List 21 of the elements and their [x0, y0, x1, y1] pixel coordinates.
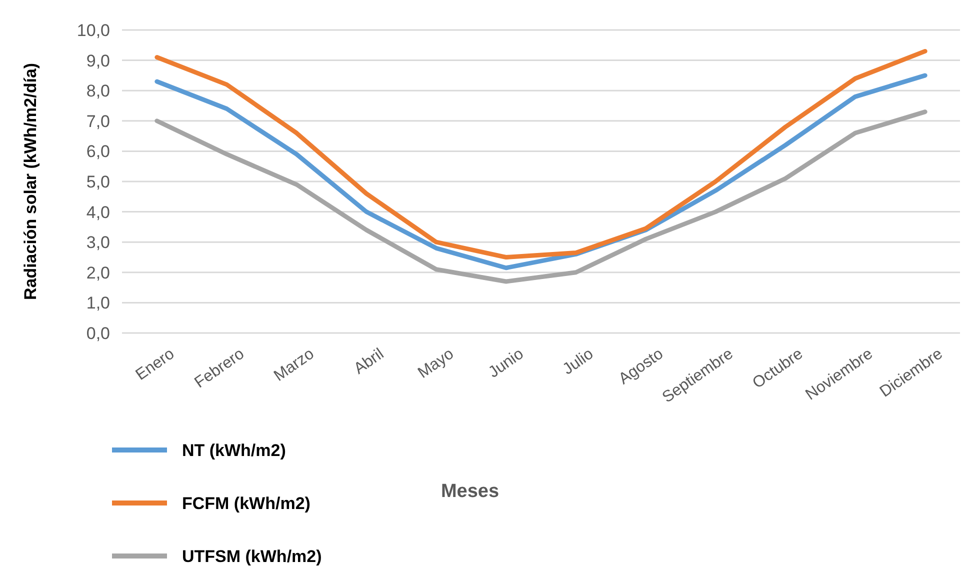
y-axis-title: Radiación solar (kWh/m2/día) [21, 62, 40, 300]
y-tick-label: 7,0 [86, 112, 110, 131]
x-tick-label: Julio [560, 345, 597, 378]
x-tick-label: Abril [351, 346, 388, 378]
y-tick-label: 10,0 [76, 20, 110, 40]
y-tick-label: 9,0 [86, 51, 110, 70]
y-tick-label: 0,0 [86, 324, 110, 343]
y-tick-label: 8,0 [86, 82, 110, 101]
y-tick-label: 4,0 [86, 202, 110, 222]
y-tick-label: 6,0 [86, 142, 110, 162]
y-tick-label: 2,0 [86, 263, 110, 282]
x-axis-title: Meses [440, 481, 500, 502]
legend-label: NT (kWh/m2) [182, 440, 286, 460]
legend-label: UTFSM (kWh/m2) [182, 546, 322, 566]
y-tick-label: 5,0 [86, 172, 110, 192]
y-tick-label: 3,0 [86, 233, 110, 252]
y-tick-label: 1,0 [86, 294, 110, 313]
legend-label: FCFM (kWh/m2) [182, 494, 310, 513]
line-series [154, 110, 928, 284]
line-series [154, 48, 928, 260]
x-tick-label: Junio [486, 345, 527, 382]
